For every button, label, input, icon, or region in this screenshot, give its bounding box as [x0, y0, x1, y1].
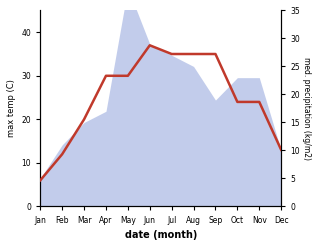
- Y-axis label: max temp (C): max temp (C): [7, 80, 16, 137]
- Y-axis label: med. precipitation (kg/m2): med. precipitation (kg/m2): [302, 57, 311, 160]
- X-axis label: date (month): date (month): [125, 230, 197, 240]
